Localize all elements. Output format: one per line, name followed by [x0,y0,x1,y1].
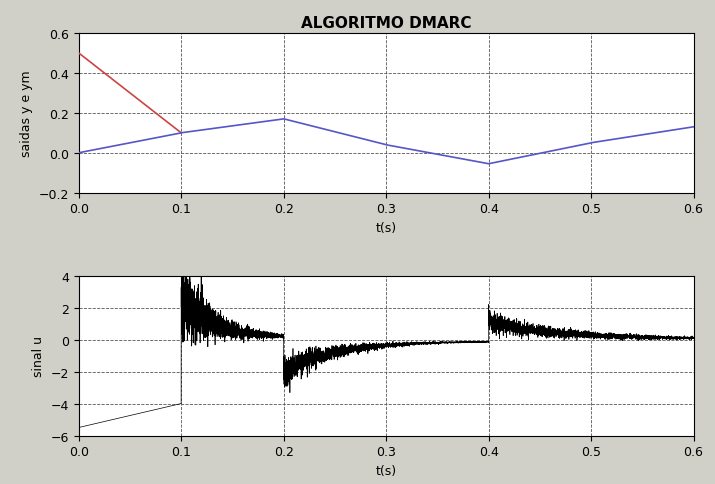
Title: ALGORITMO DMARC: ALGORITMO DMARC [301,16,471,31]
X-axis label: t(s): t(s) [375,222,397,234]
X-axis label: t(s): t(s) [375,464,397,477]
Y-axis label: sinal u: sinal u [32,335,45,377]
Y-axis label: saidas y e ym: saidas y e ym [20,70,33,157]
